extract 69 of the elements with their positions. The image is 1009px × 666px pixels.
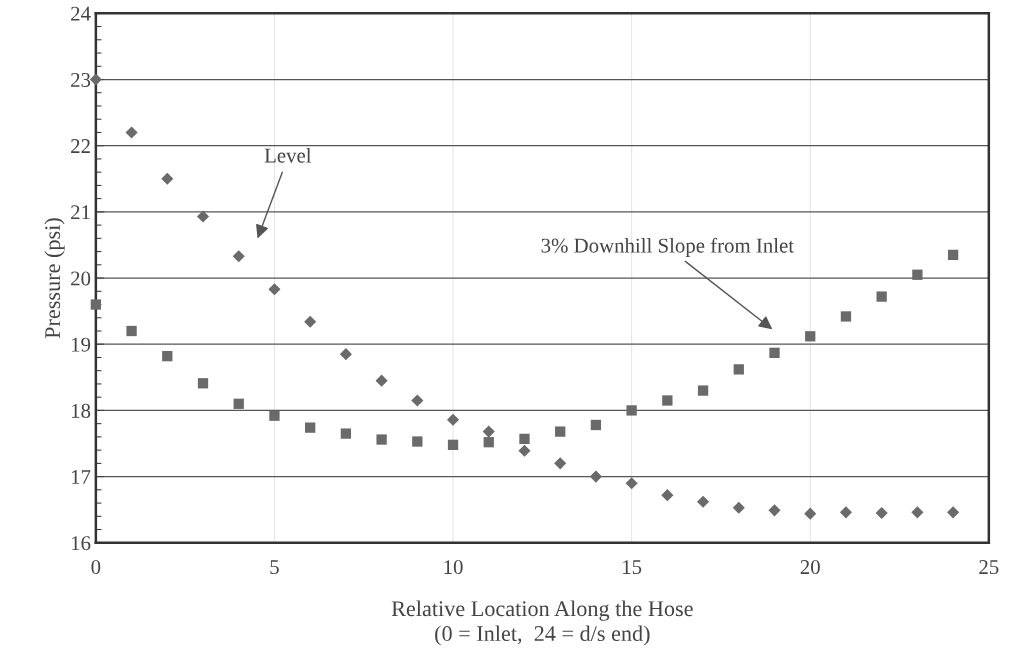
x-tick-label: 15 [623, 560, 642, 575]
point [304, 315, 317, 328]
y-tick-label: 22 [71, 139, 90, 153]
point [89, 73, 102, 86]
point [555, 426, 566, 437]
x-tick-label: 10 [444, 560, 463, 575]
point [876, 291, 887, 302]
point [339, 348, 352, 361]
y-tick-label: 16 [71, 536, 91, 551]
y-tick-label: 23 [71, 72, 91, 87]
annotation: Level [264, 147, 312, 163]
point [911, 506, 924, 519]
point [340, 428, 352, 439]
point [233, 398, 244, 409]
point [661, 489, 674, 502]
point [554, 457, 567, 470]
point [840, 311, 852, 322]
point [697, 495, 710, 508]
point [161, 172, 174, 185]
point [697, 385, 709, 396]
point [732, 501, 745, 514]
point [375, 374, 388, 387]
point [768, 504, 781, 517]
point [947, 506, 960, 519]
x-axis-title: Relative Location Along the Hose (0 = Inlet, 24 = d/s end) [391, 600, 693, 646]
y-tick-label: 20 [71, 271, 91, 286]
point [947, 249, 959, 261]
point [518, 444, 531, 457]
point [590, 419, 602, 431]
x-tick-label: 25 [979, 560, 999, 575]
point [625, 477, 638, 490]
point [805, 331, 816, 342]
y-axis-title: Pressure (psi) [44, 218, 65, 339]
point [411, 394, 424, 407]
point [804, 507, 817, 520]
point [482, 425, 495, 438]
point [912, 269, 923, 280]
annotation: 3% Downhill Slope from Inlet [541, 237, 794, 257]
point [446, 413, 460, 426]
point [589, 470, 602, 483]
point [125, 126, 138, 139]
point [269, 410, 280, 421]
point [483, 437, 494, 448]
point [197, 378, 209, 389]
point [839, 506, 852, 519]
point [662, 395, 673, 406]
point [447, 439, 459, 450]
point [232, 250, 245, 263]
point [90, 299, 102, 310]
point [196, 210, 210, 223]
point [268, 283, 281, 296]
point [126, 325, 137, 337]
y-tick-label: 17 [71, 470, 91, 484]
y-tick-label: 21 [71, 205, 90, 220]
point [626, 405, 637, 416]
y-tick-label: 18 [71, 403, 91, 418]
point [412, 436, 423, 447]
y-tick-label: 19 [71, 337, 91, 352]
point [733, 364, 744, 375]
point [162, 351, 173, 362]
x-tick-label: 0 [91, 560, 101, 575]
x-tick-label: 20 [800, 560, 820, 575]
point [519, 433, 530, 445]
y-tick-label: 24 [71, 6, 91, 21]
point [305, 422, 316, 433]
point [376, 434, 387, 445]
point [875, 506, 888, 520]
x-tick-label: 5 [270, 560, 279, 575]
point [769, 347, 780, 358]
